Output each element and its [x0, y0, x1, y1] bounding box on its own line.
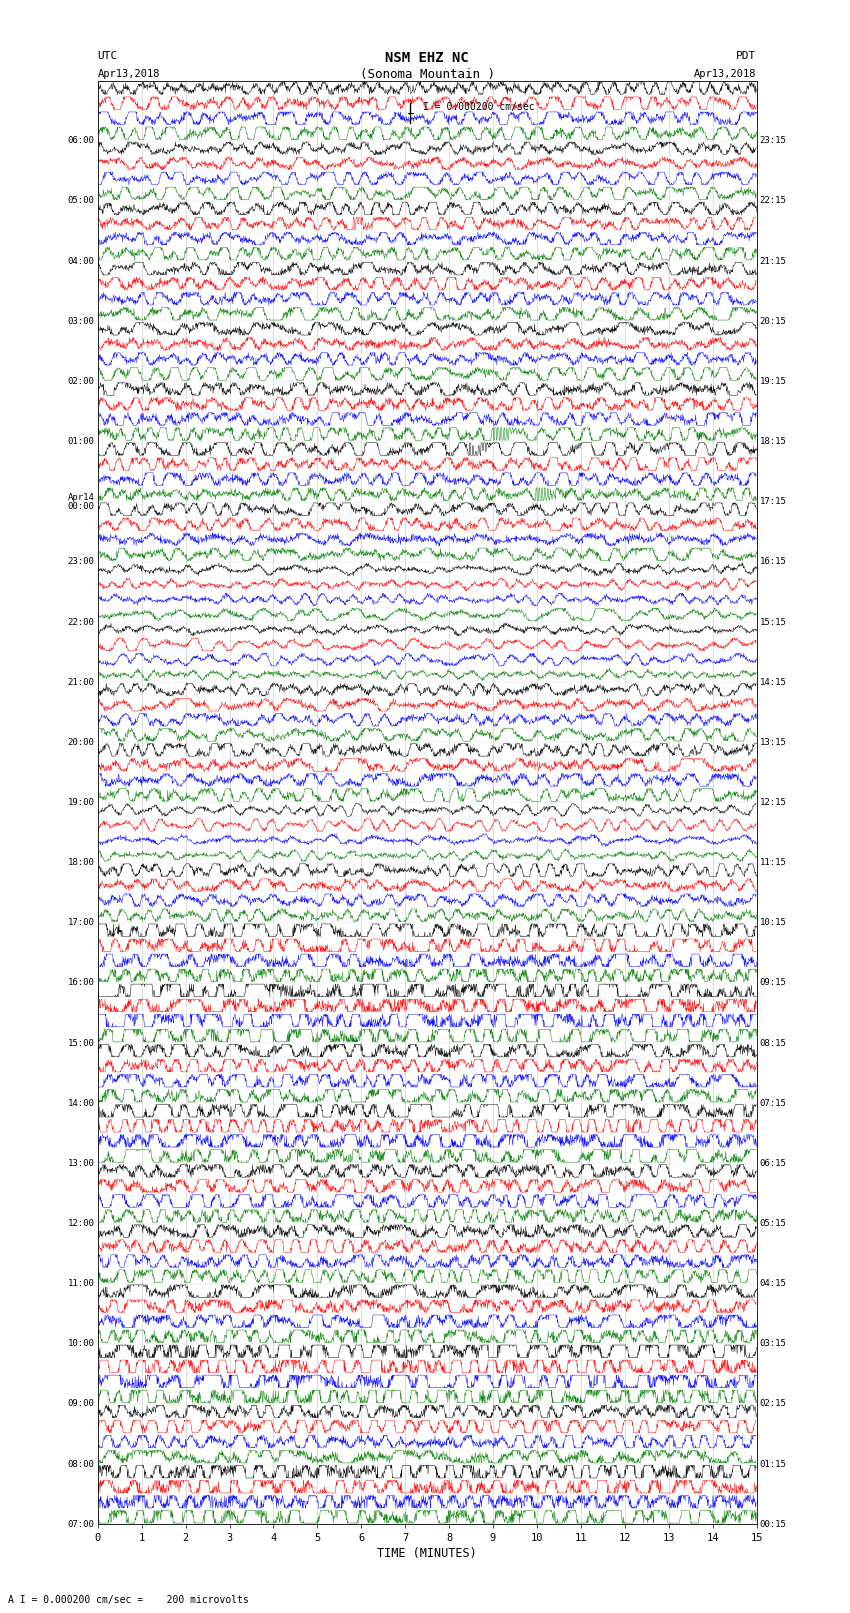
- Text: 00:15: 00:15: [760, 1519, 786, 1529]
- Text: 07:00: 07:00: [68, 1519, 94, 1529]
- Text: 00:00: 00:00: [68, 502, 94, 511]
- Text: 01:00: 01:00: [68, 437, 94, 447]
- Text: 17:15: 17:15: [760, 497, 786, 506]
- Text: 15:00: 15:00: [68, 1039, 94, 1047]
- Text: 18:15: 18:15: [760, 437, 786, 447]
- Text: Apr13,2018: Apr13,2018: [98, 69, 161, 79]
- Text: 04:15: 04:15: [760, 1279, 786, 1289]
- Text: 20:00: 20:00: [68, 737, 94, 747]
- Text: 08:00: 08:00: [68, 1460, 94, 1468]
- Text: (Sonoma Mountain ): (Sonoma Mountain ): [360, 68, 495, 81]
- Text: 06:15: 06:15: [760, 1158, 786, 1168]
- Text: 21:00: 21:00: [68, 677, 94, 687]
- Text: 11:15: 11:15: [760, 858, 786, 868]
- Text: 15:15: 15:15: [760, 618, 786, 626]
- Text: 03:00: 03:00: [68, 316, 94, 326]
- Text: 02:00: 02:00: [68, 377, 94, 386]
- Text: 05:00: 05:00: [68, 197, 94, 205]
- Text: 18:00: 18:00: [68, 858, 94, 868]
- Text: 23:15: 23:15: [760, 137, 786, 145]
- Text: 12:15: 12:15: [760, 798, 786, 806]
- Text: 05:15: 05:15: [760, 1219, 786, 1227]
- Text: 19:15: 19:15: [760, 377, 786, 386]
- Text: NSM EHZ NC: NSM EHZ NC: [385, 50, 469, 65]
- Text: 12:00: 12:00: [68, 1219, 94, 1227]
- Text: 11:00: 11:00: [68, 1279, 94, 1289]
- Text: Apr13,2018: Apr13,2018: [694, 69, 756, 79]
- Text: 23:00: 23:00: [68, 558, 94, 566]
- Text: 13:00: 13:00: [68, 1158, 94, 1168]
- Text: 09:15: 09:15: [760, 979, 786, 987]
- Text: A I = 0.000200 cm/sec =    200 microvolts: A I = 0.000200 cm/sec = 200 microvolts: [8, 1595, 249, 1605]
- Text: 08:15: 08:15: [760, 1039, 786, 1047]
- Text: 07:15: 07:15: [760, 1098, 786, 1108]
- Text: 10:00: 10:00: [68, 1339, 94, 1348]
- Text: 22:15: 22:15: [760, 197, 786, 205]
- Text: 17:00: 17:00: [68, 918, 94, 927]
- Text: 01:15: 01:15: [760, 1460, 786, 1468]
- Text: 22:00: 22:00: [68, 618, 94, 626]
- Text: 16:00: 16:00: [68, 979, 94, 987]
- Text: 13:15: 13:15: [760, 737, 786, 747]
- Text: Apr14: Apr14: [68, 492, 94, 502]
- Text: 02:15: 02:15: [760, 1400, 786, 1408]
- Text: 09:00: 09:00: [68, 1400, 94, 1408]
- X-axis label: TIME (MINUTES): TIME (MINUTES): [377, 1547, 477, 1560]
- Text: PDT: PDT: [736, 52, 756, 61]
- Text: 20:15: 20:15: [760, 316, 786, 326]
- Text: 14:15: 14:15: [760, 677, 786, 687]
- Text: 16:15: 16:15: [760, 558, 786, 566]
- Text: 03:15: 03:15: [760, 1339, 786, 1348]
- Text: 10:15: 10:15: [760, 918, 786, 927]
- Text: 14:00: 14:00: [68, 1098, 94, 1108]
- Text: 19:00: 19:00: [68, 798, 94, 806]
- Text: 06:00: 06:00: [68, 137, 94, 145]
- Text: 04:00: 04:00: [68, 256, 94, 266]
- Text: UTC: UTC: [98, 52, 118, 61]
- Text: 21:15: 21:15: [760, 256, 786, 266]
- Text: I = 0.000200 cm/sec: I = 0.000200 cm/sec: [423, 102, 535, 111]
